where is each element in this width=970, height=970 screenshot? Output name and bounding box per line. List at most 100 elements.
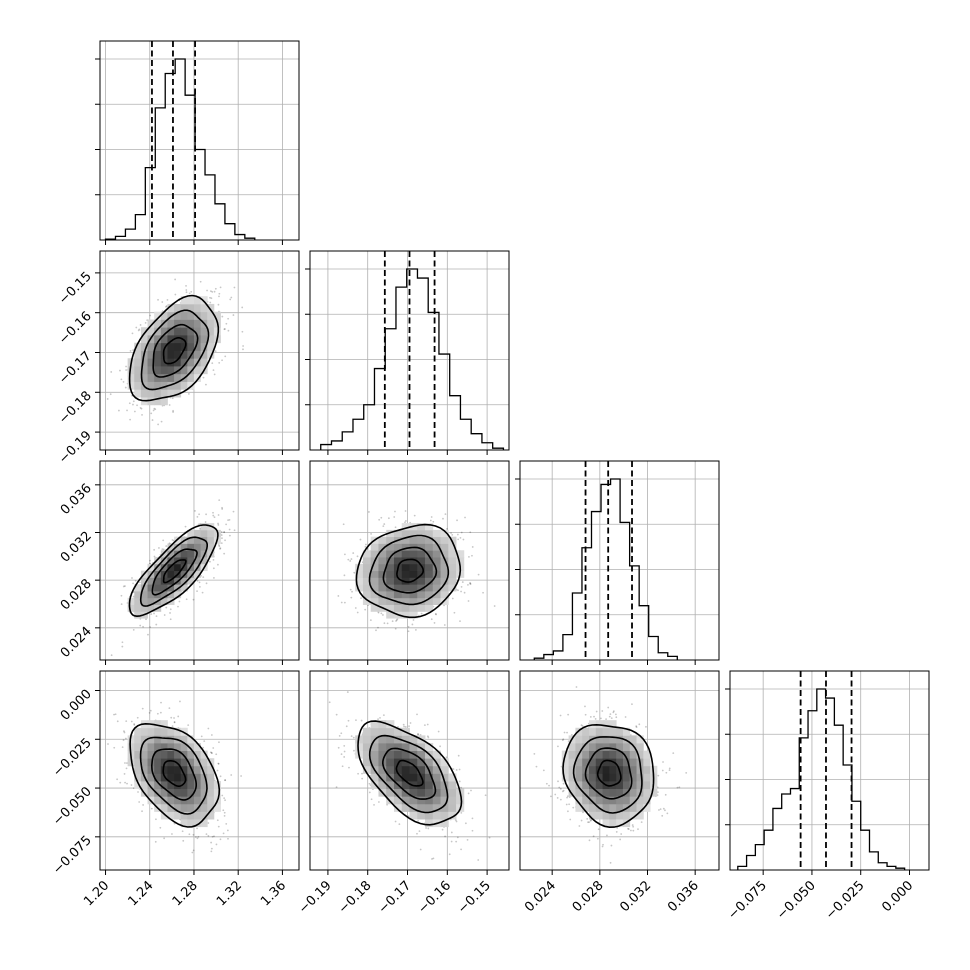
scatter-point	[209, 560, 211, 563]
density-cell	[180, 303, 188, 313]
scatter-point	[110, 371, 113, 373]
density-cell	[140, 742, 148, 751]
scatter-point	[219, 838, 222, 841]
density-cell	[140, 735, 148, 744]
scatter-point	[411, 623, 414, 626]
scatter-point	[107, 743, 109, 745]
density-cell	[378, 570, 387, 578]
scatter-point	[205, 833, 208, 835]
y-tick-label: 0.032	[58, 529, 95, 566]
scatter-point	[467, 583, 469, 586]
density-cell	[643, 758, 651, 767]
density-cell	[409, 758, 418, 767]
scatter-point	[132, 403, 134, 406]
density-cell	[193, 773, 202, 782]
density-cell	[160, 334, 168, 344]
scatter-point	[142, 804, 145, 806]
density-cell	[187, 342, 195, 351]
scatter-point	[233, 286, 236, 289]
scatter-point	[160, 420, 163, 423]
scatter-point	[568, 803, 571, 806]
density-cell	[174, 765, 182, 774]
density-cell	[140, 358, 148, 367]
density-cell	[187, 570, 195, 578]
density-cell	[370, 727, 379, 736]
density-cell	[575, 788, 583, 797]
scatter-point	[557, 745, 559, 748]
scatter-point	[224, 779, 226, 782]
density-cell	[588, 773, 597, 782]
scatter-point	[219, 775, 222, 778]
scatter-point	[382, 614, 384, 616]
scatter-point	[368, 782, 371, 785]
scatter-point	[608, 715, 611, 718]
scatter-point	[171, 833, 173, 835]
density-cell	[187, 773, 195, 782]
scatter-point	[426, 723, 429, 726]
scatter-point	[242, 345, 244, 347]
density-cell	[193, 811, 202, 820]
density-cell	[147, 577, 155, 585]
density-cell	[432, 803, 441, 812]
scatter-point	[206, 289, 208, 292]
histogram-step-line	[320, 268, 505, 450]
density-cell	[193, 742, 202, 751]
scatter-point	[138, 801, 141, 803]
scatter-point	[172, 409, 174, 412]
scatter-point	[163, 614, 166, 616]
scatter-point	[637, 828, 639, 831]
scatter-point	[132, 595, 135, 598]
scatter-point	[584, 705, 586, 708]
scatter-point	[152, 409, 155, 412]
scatter-point	[125, 365, 127, 368]
density-cell	[200, 773, 208, 782]
density-cell	[595, 773, 603, 782]
density-cell	[187, 765, 195, 774]
density-cell	[134, 591, 142, 599]
density-cell	[393, 742, 403, 751]
density-cell	[448, 577, 457, 585]
scatter-point	[212, 511, 214, 514]
density-cell	[134, 611, 142, 619]
density-cell	[207, 803, 215, 812]
density-cell	[140, 373, 148, 382]
scatter-point	[360, 597, 362, 600]
scatter-point	[431, 858, 433, 860]
scatter-point	[425, 827, 427, 829]
scatter-point	[218, 499, 221, 502]
density-cell	[187, 781, 195, 790]
contour-level-2	[381, 747, 437, 800]
density-cell	[417, 536, 426, 544]
scatter-point	[444, 513, 447, 516]
density-cell	[440, 529, 449, 538]
scatter-point	[121, 641, 124, 644]
density-cell	[575, 742, 583, 751]
panel-frame	[519, 670, 720, 871]
density-cell	[629, 796, 637, 805]
scatter-point	[377, 611, 380, 614]
scatter-point	[394, 510, 396, 513]
density-cell	[174, 773, 182, 782]
scatter-point	[403, 725, 405, 728]
density-cell	[425, 543, 434, 551]
scatter-point	[126, 782, 128, 785]
density-cell	[650, 788, 658, 797]
density-cell	[609, 773, 617, 782]
density-cell	[393, 803, 403, 812]
scatter-point	[116, 778, 119, 781]
scatter-point	[361, 777, 364, 780]
scatter-point	[370, 798, 373, 801]
scatter-point	[202, 576, 205, 579]
density-cell	[134, 765, 142, 774]
density-cell	[180, 543, 188, 551]
density-cell	[187, 373, 195, 382]
scatter-point	[600, 717, 602, 720]
scatter-point	[212, 567, 215, 570]
density-cell	[401, 781, 410, 790]
scatter-point	[210, 850, 213, 853]
density-cell	[134, 584, 142, 592]
scatter-point	[177, 715, 180, 718]
density-cell	[154, 327, 162, 336]
scatter-point	[460, 812, 463, 814]
density-cell	[425, 758, 434, 767]
